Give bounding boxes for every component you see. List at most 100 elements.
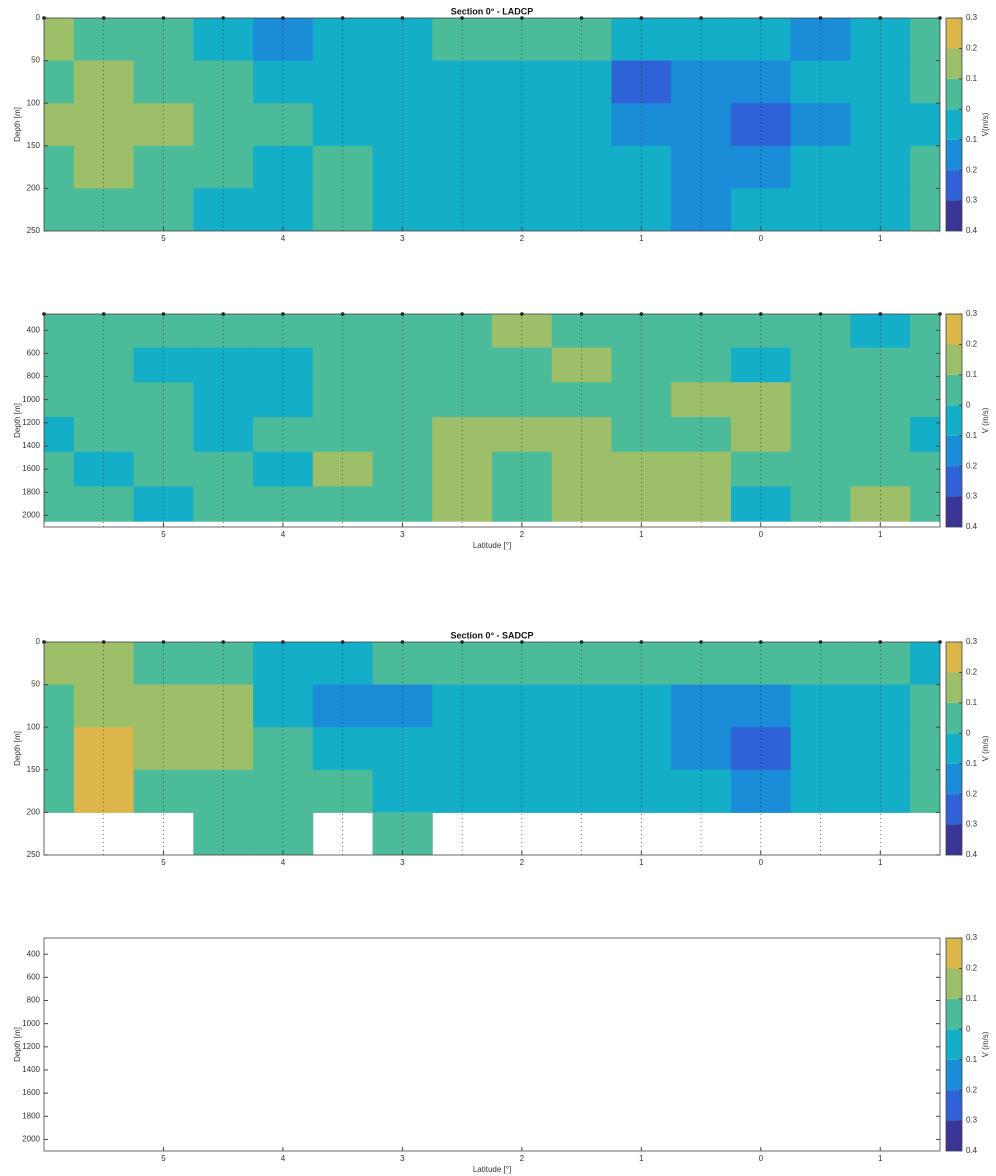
colorbar-band xyxy=(946,763,962,795)
field-cell xyxy=(910,486,940,522)
colorbar-band xyxy=(946,435,962,467)
field-cell xyxy=(193,727,254,771)
y-tick-label: 50 xyxy=(31,680,40,689)
field-cell xyxy=(193,451,254,487)
field-cell xyxy=(492,486,553,522)
field-cell xyxy=(910,684,940,728)
colorbar-band xyxy=(946,642,962,673)
axes-box xyxy=(43,17,941,232)
colorbar-tick-label: 0.4 xyxy=(966,226,978,235)
field-cell xyxy=(611,347,672,383)
field-cell xyxy=(372,769,433,813)
colorbar-band xyxy=(946,374,962,406)
colorbar-band xyxy=(946,1090,962,1121)
field-cell xyxy=(73,347,135,383)
colorbar-tick-label: 0.1 xyxy=(966,698,978,707)
plot-area xyxy=(44,642,940,855)
x-tick-label: 3 xyxy=(400,1154,405,1163)
field-cell xyxy=(611,727,672,771)
field-cell xyxy=(44,727,75,771)
y-tick-label: 1800 xyxy=(22,487,40,496)
x-tick-label: 1 xyxy=(878,234,883,243)
field-cell xyxy=(253,382,314,418)
field-cell xyxy=(432,451,493,487)
field-cell xyxy=(611,103,672,147)
colorbar-band xyxy=(946,170,962,201)
colorbar-tick-label: 0.2 xyxy=(966,1085,978,1094)
field-cell xyxy=(850,486,911,522)
field-cell xyxy=(312,486,374,522)
y-tick-label: 2000 xyxy=(22,511,40,520)
field-cell xyxy=(133,18,194,62)
y-tick-label: 1200 xyxy=(22,418,40,427)
field-cell xyxy=(730,188,792,231)
colorbar-band xyxy=(946,968,962,999)
field-cell xyxy=(372,642,433,686)
field-cell xyxy=(551,769,612,813)
y-tick-label: 100 xyxy=(27,98,41,107)
y-tick-label: 150 xyxy=(27,765,41,774)
field-cell xyxy=(432,347,493,383)
y-tick-label: 400 xyxy=(27,949,41,958)
field-cell xyxy=(133,145,194,189)
x-tick-label: 5 xyxy=(161,1154,166,1163)
colorbar-tick-label: 0.4 xyxy=(966,850,978,859)
field-cell xyxy=(611,188,672,231)
colorbar-tick-label: 0.3 xyxy=(966,820,978,829)
field-cell xyxy=(730,145,792,189)
field-cell xyxy=(372,486,433,522)
field-cell xyxy=(312,727,374,771)
x-tick-label: 5 xyxy=(161,530,166,539)
field-cell xyxy=(372,347,433,383)
y-tick-label: 0 xyxy=(36,13,41,22)
field-cell xyxy=(910,18,940,62)
field-cell xyxy=(671,145,732,189)
field-cell xyxy=(73,486,135,522)
field-cell xyxy=(850,347,911,383)
field-cell xyxy=(73,103,135,147)
x-tick-label: 1 xyxy=(639,234,644,243)
y-tick-label: 800 xyxy=(27,996,41,1005)
field-cell xyxy=(850,145,911,189)
field-cell xyxy=(910,451,940,487)
colorbar-band xyxy=(946,496,962,527)
x-tick-label: 3 xyxy=(400,858,405,867)
field-cell xyxy=(432,642,493,686)
field-cell xyxy=(253,642,314,686)
field-cell xyxy=(44,188,75,231)
y-tick-label: 0 xyxy=(36,637,41,646)
x-tick-label: 3 xyxy=(400,530,405,539)
field-cell xyxy=(611,451,672,487)
colorbar-tick-label: 0 xyxy=(966,400,971,409)
field-cell xyxy=(671,18,732,62)
y-axis-label: Depth [m] xyxy=(13,731,22,766)
field-cell xyxy=(730,769,792,813)
y-tick-label: 1000 xyxy=(22,395,40,404)
field-cell xyxy=(44,451,75,487)
field-cell xyxy=(193,486,254,522)
y-axis-label: Depth [m] xyxy=(13,403,22,438)
y-tick-label: 1800 xyxy=(22,1111,40,1120)
field-cell xyxy=(492,103,553,147)
axes-box xyxy=(43,313,941,528)
field-cell xyxy=(730,18,792,62)
field-cell xyxy=(372,188,433,231)
colorbar-band xyxy=(946,824,962,855)
colorbar-band xyxy=(946,794,962,825)
y-tick-label: 400 xyxy=(27,325,41,334)
field-cell xyxy=(73,642,135,686)
colorbar-tick-label: 0.1 xyxy=(966,370,978,379)
plot-area xyxy=(44,314,940,522)
colorbar-band xyxy=(946,702,962,734)
field-cell xyxy=(133,769,194,813)
colorbar-band xyxy=(946,200,962,231)
field-cell xyxy=(432,382,493,418)
field-cell xyxy=(73,727,135,771)
field-cell xyxy=(133,382,194,418)
field-cell xyxy=(73,451,135,487)
field-cell xyxy=(372,145,433,189)
x-tick-label: 1 xyxy=(639,530,644,539)
field-cell xyxy=(312,451,374,487)
colorbar-band xyxy=(946,672,962,703)
